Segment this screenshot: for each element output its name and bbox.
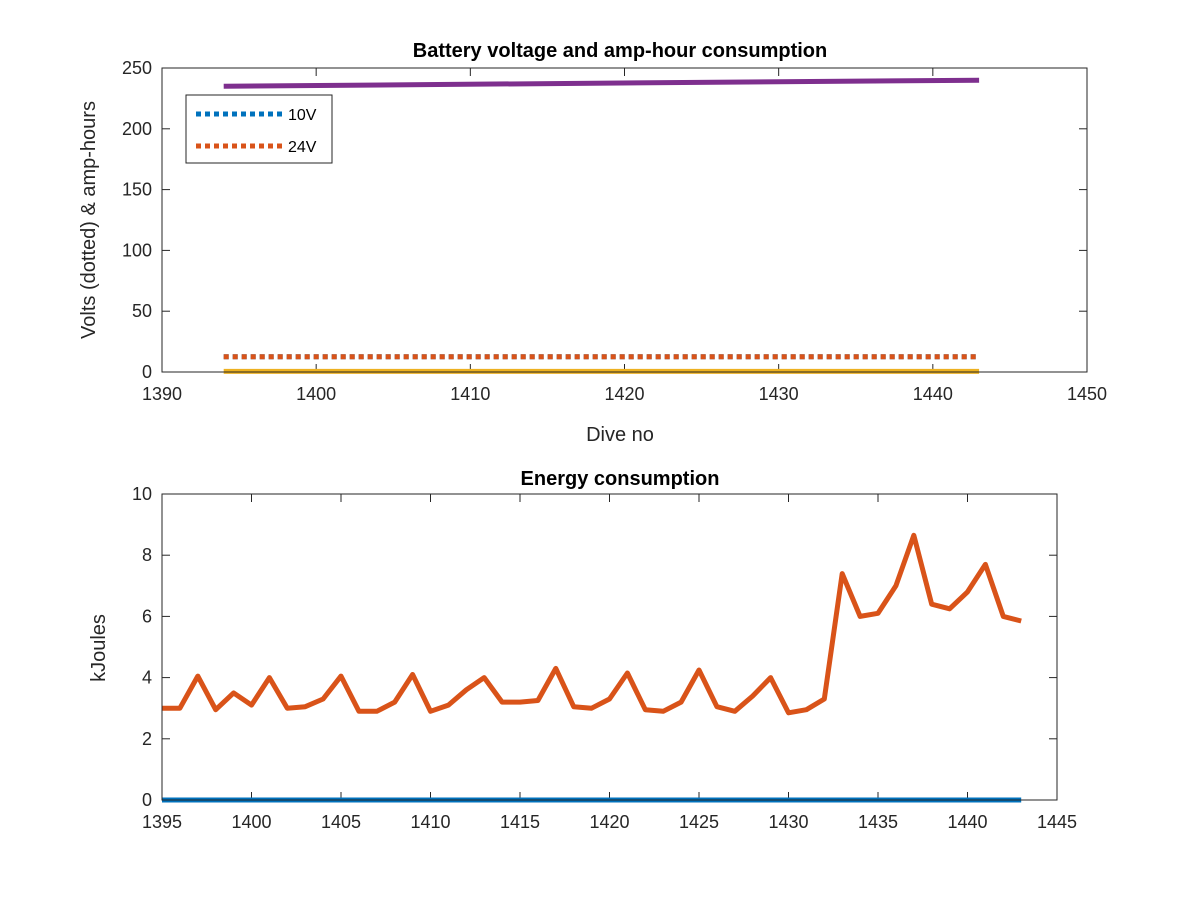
x-tick-label: 1410 (410, 812, 450, 832)
x-tick-label: 1395 (142, 812, 182, 832)
x-tick-label: 1430 (768, 812, 808, 832)
y-tick-label: 8 (142, 545, 152, 565)
y-tick-label: 2 (142, 729, 152, 749)
y-tick-label: 0 (142, 362, 152, 382)
y-tick-label: 4 (142, 668, 152, 688)
energy-series (162, 532, 1022, 803)
voltage-series (223, 77, 980, 374)
y-tick-label: 6 (142, 606, 152, 626)
y-tick-label: 250 (122, 58, 152, 78)
energy-series-line-1 (162, 532, 1022, 716)
legend: 10V 24V (185, 94, 333, 164)
y-tick-label: 50 (132, 301, 152, 321)
x-tick-label: 1390 (142, 384, 182, 404)
x-tick-label: 1430 (759, 384, 799, 404)
y-tick-label: 200 (122, 119, 152, 139)
chart-title-energy: Energy consumption (521, 468, 720, 490)
x-tick-label: 1445 (1037, 812, 1077, 832)
x-tick-label: 1400 (231, 812, 271, 832)
x-axis-label-voltage: Dive no (586, 424, 654, 446)
energy-subplot: Energy consumption kJoules 1395 1400 1405 1… (88, 468, 1077, 832)
x-tick-label: 1425 (679, 812, 719, 832)
voltage-subplot: Battery voltage and amp-hour consumption… (78, 40, 1107, 446)
voltage-axes-box (161, 67, 1088, 373)
x-tick-label: 1435 (858, 812, 898, 832)
voltage-ticks: 1390 1400 1410 1420 1430 1440 1450 0 50 100 150 200… (122, 58, 1107, 404)
x-tick-label: 1400 (296, 384, 336, 404)
chart-title-voltage: Battery voltage and amp-hour consumption (413, 40, 827, 62)
legend-box (185, 94, 333, 164)
x-tick-label: 1420 (604, 384, 644, 404)
legend-label-24v: 24V (288, 139, 317, 156)
energy-axes-box (161, 493, 1058, 801)
y-axis-label-voltage: Volts (dotted) & amp-hours (78, 101, 100, 339)
y-tick-label: 100 (122, 240, 152, 260)
x-tick-label: 1440 (913, 384, 953, 404)
energy-ticks: 1395 1400 1405 1410 1415 1420 1425 1430 1435 1440… (132, 484, 1077, 832)
y-tick-label: 0 (142, 790, 152, 810)
x-tick-label: 1450 (1067, 384, 1107, 404)
y-tick-label: 150 (122, 180, 152, 200)
x-tick-label: 1440 (947, 812, 987, 832)
legend-label-10v: 10V (288, 107, 317, 124)
voltage-series-line-3 (223, 77, 980, 89)
y-axis-label-energy: kJoules (88, 614, 110, 682)
y-tick-label: 10 (132, 484, 152, 504)
x-tick-label: 1420 (589, 812, 629, 832)
x-tick-label: 1415 (500, 812, 540, 832)
x-tick-label: 1405 (321, 812, 361, 832)
x-tick-label: 1410 (450, 384, 490, 404)
